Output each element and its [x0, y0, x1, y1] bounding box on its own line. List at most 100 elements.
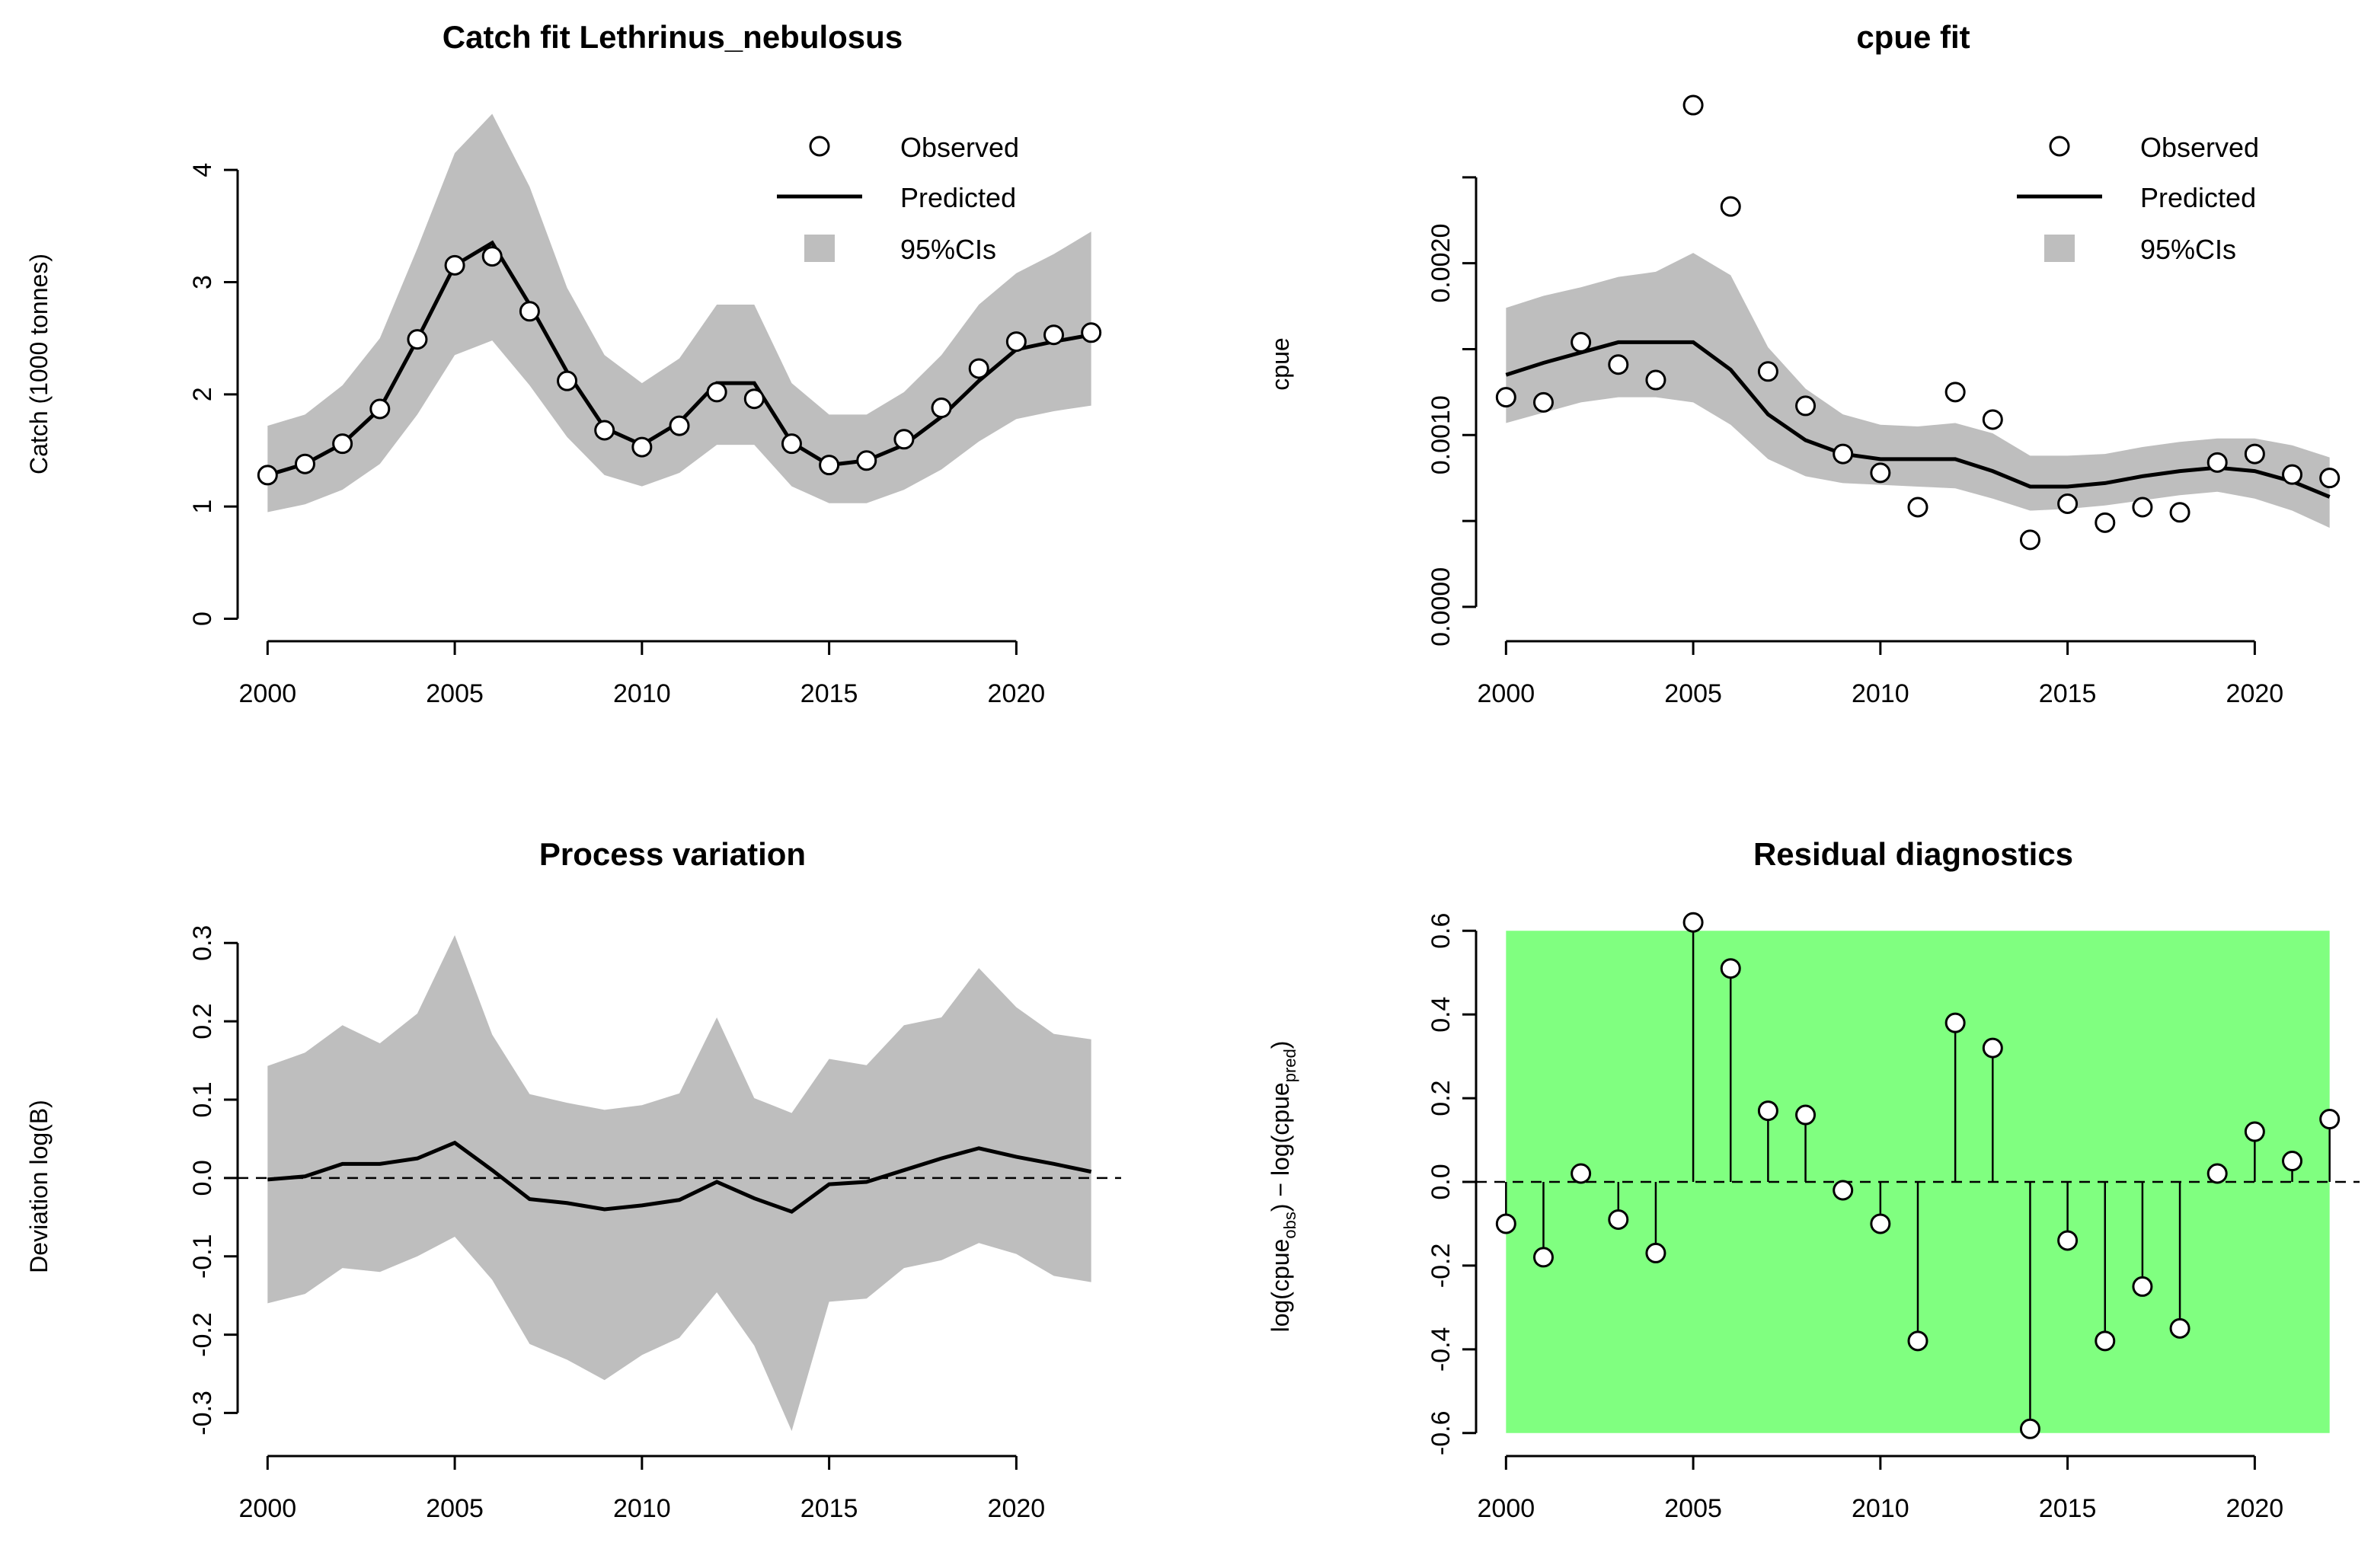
residuals-residual-point: [1720, 958, 1741, 979]
cpue-ylabel: cpue: [1267, 337, 1294, 390]
process-y-tick-label: 0.3: [188, 925, 217, 961]
cpue-observed-point: [1795, 395, 1817, 417]
catch-y-tick-label: 3: [188, 275, 217, 289]
cpue-predicted-line: [1505, 340, 2331, 499]
residuals-residual-point: [1870, 1213, 1891, 1234]
cpue-x-tick-label: 2020: [2226, 679, 2284, 708]
catch-legend-observed: Observed: [900, 132, 1019, 163]
residuals-residual-point: [1495, 1213, 1516, 1234]
catch-legend-predicted: Predicted: [900, 182, 1016, 213]
residuals-x-tick-label: 2010: [1852, 1494, 1909, 1523]
residuals-residual-point: [2282, 1151, 2303, 1172]
residuals-x-tick-label: 2015: [2039, 1494, 2097, 1523]
residuals-residual-point: [2319, 1109, 2341, 1130]
residuals-y-tick-label: -0.6: [1427, 1410, 1456, 1455]
catch-observed-point: [369, 398, 391, 420]
catch-x-tick-label: 2005: [426, 679, 484, 708]
residuals-y-tick-label: 0.6: [1427, 913, 1456, 949]
cpue-observed-point: [1608, 354, 1629, 375]
residuals-residual-point: [1907, 1330, 1928, 1352]
cpue-observed-point: [2169, 502, 2190, 523]
cpue-observed-point: [1870, 462, 1891, 484]
residuals-residual-point: [2132, 1276, 2153, 1297]
residuals-residual-point: [1608, 1209, 1629, 1230]
cpue-legend: Observed Predicted 95%CIs: [2017, 132, 2259, 265]
catch-legend-observed-marker: [809, 136, 830, 157]
catch-observed-point: [1005, 331, 1027, 353]
process-y-tick-label: -0.3: [188, 1391, 217, 1435]
catch-observed-point: [1043, 324, 1065, 346]
cpue-observed-point: [2132, 497, 2153, 518]
cpue-observed-point: [1944, 382, 1966, 403]
cpue-legend-observed: Observed: [2140, 132, 2259, 163]
catch-observed-point: [1081, 322, 1102, 343]
residuals-residual-point: [2206, 1163, 2228, 1184]
residuals-residual-point: [1682, 912, 1704, 933]
residuals-residual-point: [1982, 1037, 2003, 1059]
catch-observed-point: [481, 246, 503, 267]
cpue-observed-point: [2057, 493, 2079, 514]
process-ci-band: [267, 935, 1091, 1432]
catch-observed-point: [819, 455, 840, 476]
cpue-observed-point: [1495, 387, 1516, 408]
residuals-residual-point: [2244, 1121, 2265, 1142]
cpue-x-tick-label: 2015: [2039, 679, 2097, 708]
cpue-y-tick-label: 0.0000: [1427, 567, 1456, 647]
process-x-tick-label: 2010: [613, 1494, 671, 1523]
catch-observed-point: [257, 465, 278, 486]
catch-observed-point: [931, 398, 952, 419]
catch-observed-point: [594, 420, 615, 441]
residuals-y-tick-label: 0.0: [1427, 1164, 1456, 1199]
process-y-tick-label: -0.2: [188, 1312, 217, 1357]
catch-observed-point: [706, 382, 727, 403]
catch-x-tick-label: 2010: [613, 679, 671, 708]
catch-y-tick-label: 4: [188, 163, 217, 177]
catch-legend: Observed Predicted 95%CIs: [777, 132, 1019, 265]
catch-observed-point: [557, 370, 578, 391]
catch-ci-band: [267, 113, 1091, 513]
catch-x-tick-label: 2000: [239, 679, 297, 708]
residuals-y-tick-label: -0.2: [1427, 1244, 1456, 1289]
catch-observed-point: [332, 433, 353, 455]
cpue-legend-ci-swatch: [2044, 235, 2075, 262]
catch-x-tick-label: 2015: [800, 679, 858, 708]
cpue-observed-point: [1571, 331, 1592, 353]
residuals-residual-point: [1645, 1242, 1666, 1263]
residuals-x-tick-label: 2020: [2226, 1494, 2284, 1523]
cpue-observed-point: [1982, 409, 2003, 430]
catch-observed-point: [294, 453, 315, 474]
catch-y-tick-label: 1: [188, 500, 217, 514]
cpue-x-tick-label: 2010: [1852, 679, 1909, 708]
process-variation-panel: Process variation Deviation log(B) 2000 2…: [25, 836, 1121, 1523]
catch-fit-panel: Catch fit Lethrinus_nebulosus Catch (100…: [25, 19, 1102, 708]
catch-observed-point: [968, 358, 989, 379]
cpue-observed-point: [1645, 369, 1666, 391]
catch-observed-point: [407, 329, 428, 350]
catch-legend-ci: 95%CIs: [900, 234, 996, 265]
cpue-x-tick-label: 2005: [1664, 679, 1722, 708]
catch-title: Catch fit Lethrinus_nebulosus: [443, 19, 903, 55]
catch-ylabel: Catch (1000 tonnes): [25, 254, 53, 474]
residuals-ylabel: log(cpueobs) − log(cpuepred): [1267, 1041, 1299, 1333]
residuals-residual-point: [1757, 1100, 1778, 1122]
cpue-fit-panel: cpue fit cpue 2000 2005 2010 2015 2020 0.000…: [1267, 19, 2341, 708]
catch-observed-point: [856, 450, 877, 471]
cpue-observed-point: [2206, 452, 2228, 473]
process-y-tick-label: 0.1: [188, 1081, 217, 1117]
process-x-tick-label: 2000: [239, 1494, 297, 1523]
cpue-observed-point: [2319, 468, 2341, 489]
cpue-observed-point: [2244, 443, 2265, 465]
process-deviation-line: [267, 1140, 1092, 1214]
cpue-observed-point: [1532, 391, 1554, 413]
catch-x-tick-label: 2020: [988, 679, 1046, 708]
residuals-residual-point: [2019, 1418, 2040, 1439]
catch-y-tick-label: 0: [188, 612, 217, 626]
residuals-residual-point: [1944, 1012, 1966, 1033]
cpue-observed-point: [2095, 512, 2116, 533]
residuals-x-tick-label: 2005: [1664, 1494, 1722, 1523]
catch-observed-point: [893, 429, 915, 450]
catch-observed-point: [743, 388, 765, 410]
cpue-observed-point: [1757, 361, 1778, 382]
residuals-residual-point: [2169, 1317, 2190, 1339]
